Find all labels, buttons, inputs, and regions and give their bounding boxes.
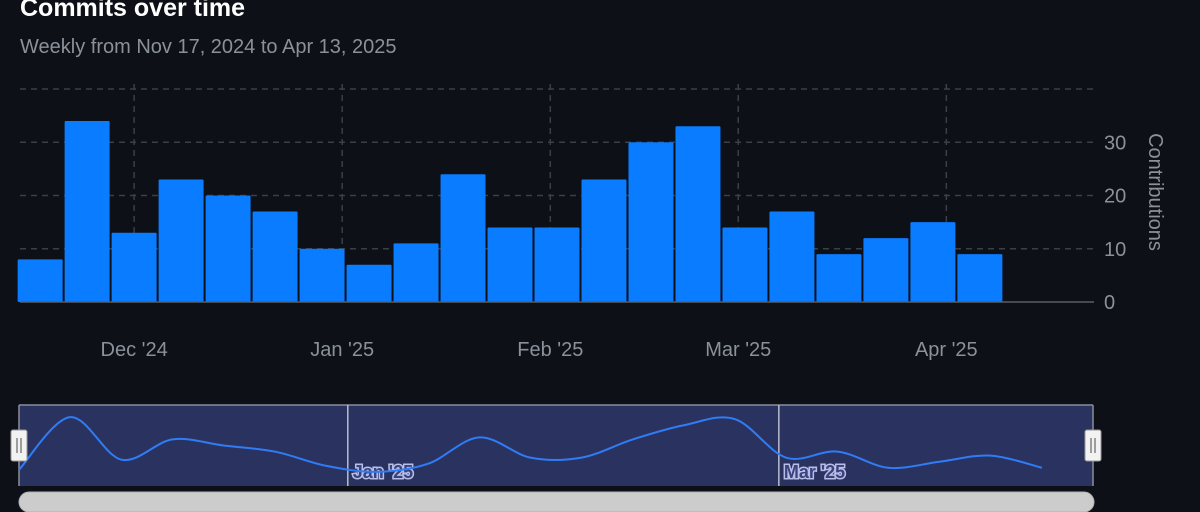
navigator-series-line — [18, 416, 1043, 473]
chart-subtitle: Weekly from Nov 17, 2024 to Apr 13, 2025 — [20, 36, 397, 58]
bar[interactable] — [440, 174, 486, 302]
bar[interactable] — [299, 248, 345, 302]
bar[interactable] — [816, 254, 862, 302]
bar[interactable] — [910, 222, 956, 302]
x-tick-label: Apr '25 — [915, 339, 978, 361]
bar[interactable] — [111, 232, 157, 302]
y-tick-label: 0 — [1104, 292, 1115, 314]
bar[interactable] — [863, 238, 909, 302]
bar[interactable] — [581, 179, 627, 302]
bar[interactable] — [769, 211, 815, 302]
handle-grip[interactable] — [10, 429, 28, 462]
x-tick-label: Feb '25 — [517, 339, 583, 361]
bar[interactable] — [205, 195, 251, 303]
navigator-label: Mar '25 — [784, 462, 845, 482]
bar[interactable] — [534, 227, 580, 302]
x-tick-label: Jan '25 — [310, 339, 374, 361]
bar[interactable] — [64, 120, 110, 302]
bar[interactable] — [487, 227, 533, 302]
x-tick-label: Mar '25 — [705, 339, 771, 361]
y-tick-label: 30 — [1104, 132, 1126, 154]
axis-layer: Dec '24 Jan '25 Feb '25 Mar '25 Apr '25 0 10 20… — [20, 132, 1126, 361]
bar[interactable] — [628, 142, 674, 302]
handle-grip[interactable] — [1084, 429, 1102, 462]
bars-layer — [17, 120, 1003, 303]
y-tick-label: 10 — [1104, 239, 1126, 261]
scrollbar-thumb[interactable] — [18, 491, 1095, 512]
bar[interactable] — [252, 211, 298, 302]
navigator-mask[interactable] — [19, 405, 1093, 486]
bar[interactable] — [158, 179, 204, 302]
bar[interactable] — [346, 264, 392, 302]
y-tick-label: 20 — [1104, 186, 1126, 208]
chart-title: Commits over time — [20, 0, 246, 22]
x-tick-label: Dec '24 — [101, 339, 168, 361]
navigator-handle-right[interactable] — [1084, 429, 1102, 462]
navigator-handle-left[interactable] — [10, 429, 28, 462]
bar[interactable] — [393, 243, 439, 302]
navigator[interactable]: Jan '25 Mar '25 — [10, 404, 1102, 512]
bar[interactable] — [675, 126, 721, 303]
bar[interactable] — [957, 254, 1003, 302]
bar[interactable] — [17, 259, 63, 302]
bar[interactable] — [722, 227, 768, 302]
y-axis-title: Contributions — [1144, 133, 1166, 251]
